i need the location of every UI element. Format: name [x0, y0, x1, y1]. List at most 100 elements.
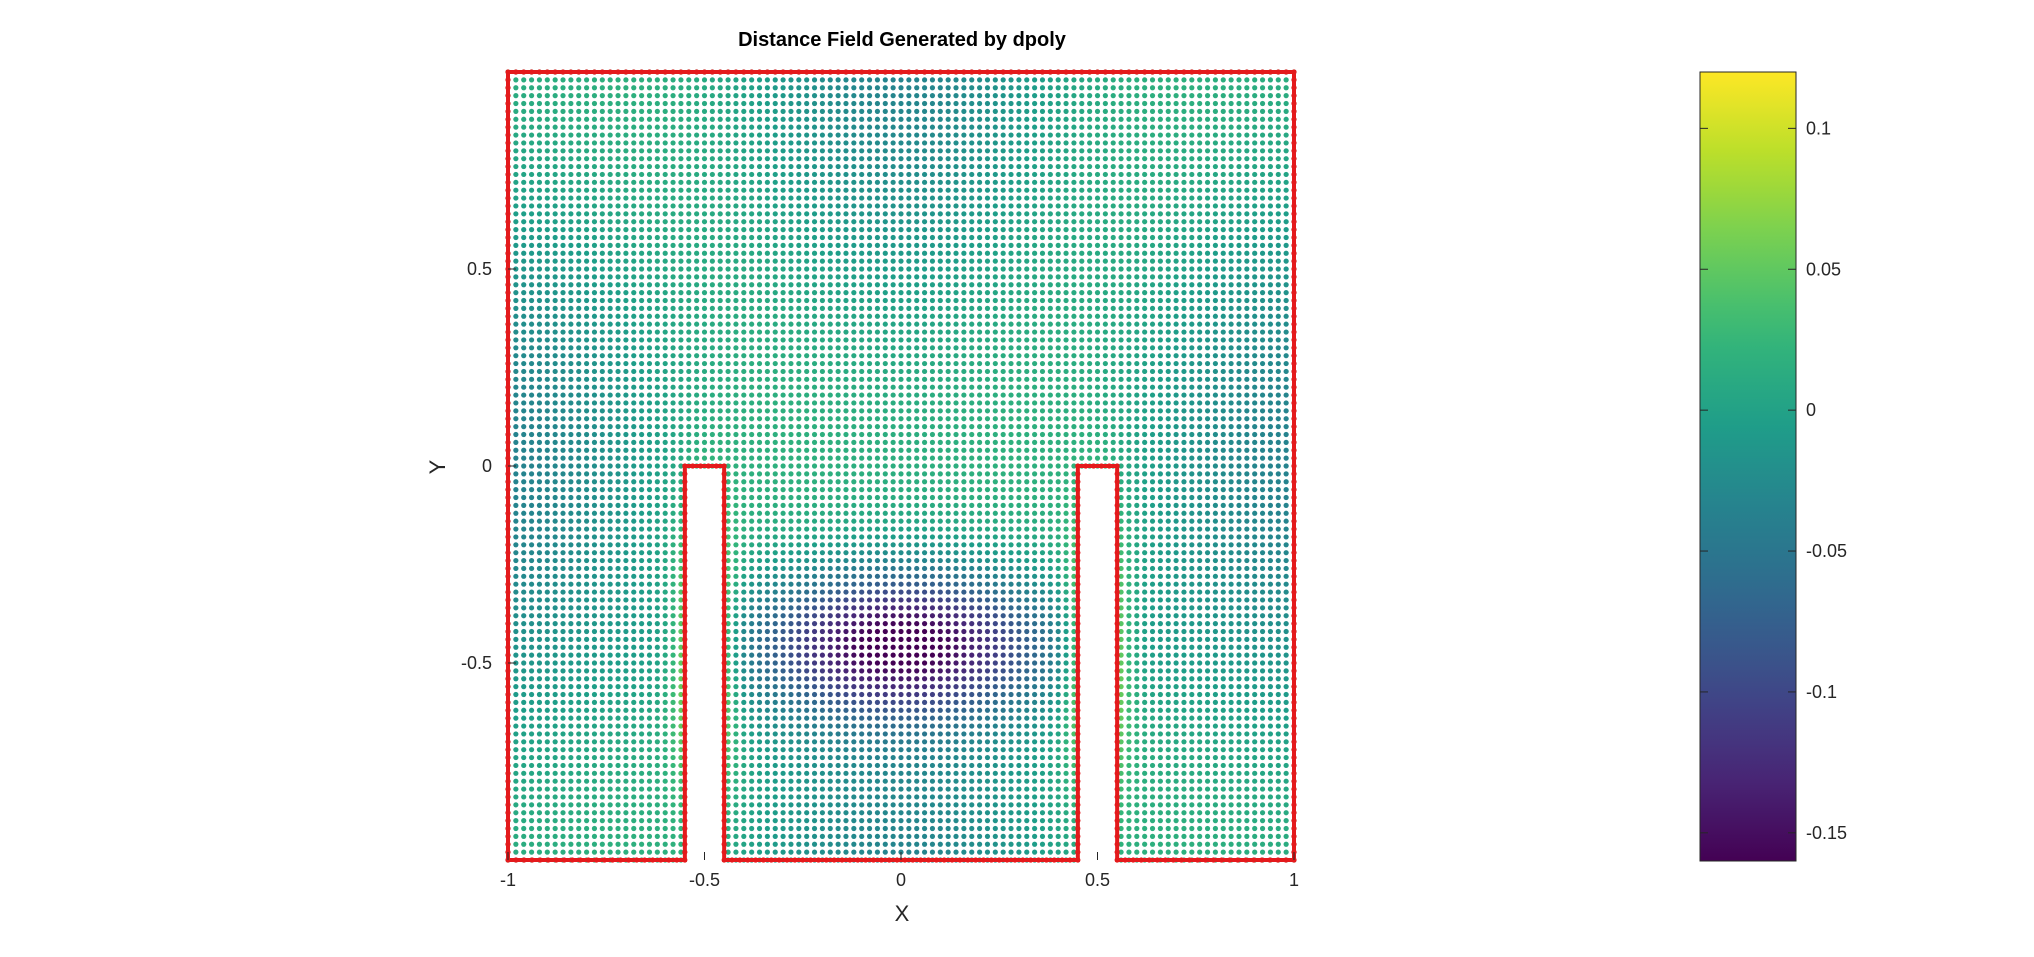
scatter-point: [804, 471, 810, 477]
scatter-point: [584, 439, 590, 445]
scatter-point: [678, 502, 684, 508]
scatter-point: [827, 439, 833, 445]
scatter-point: [678, 124, 684, 130]
scatter-point: [599, 360, 605, 367]
scatter-point: [560, 400, 566, 406]
scatter-point: [819, 644, 826, 650]
scatter-point: [906, 542, 912, 548]
scatter-point: [662, 132, 668, 138]
scatter-point: [804, 479, 810, 485]
scatter-point: [521, 636, 527, 642]
scatter-point: [843, 282, 849, 288]
scatter-point: [851, 668, 857, 674]
scatter-point: [796, 85, 802, 91]
scatter-point: [796, 234, 802, 241]
scatter-point: [584, 841, 590, 847]
scatter-point: [607, 794, 613, 800]
scatter-point: [819, 621, 826, 627]
scatter-point: [536, 613, 543, 619]
scatter-point: [741, 573, 747, 579]
scatter-point: [835, 573, 841, 579]
scatter-point: [623, 384, 629, 390]
scatter-point: [560, 163, 566, 170]
scatter-point: [639, 447, 645, 453]
scatter-point: [882, 684, 888, 690]
scatter-point: [536, 431, 543, 438]
scatter-point: [528, 305, 535, 311]
scatter-point: [819, 652, 826, 658]
scatter-point: [733, 234, 739, 241]
scatter-point: [694, 124, 700, 130]
scatter-point: [851, 290, 857, 296]
scatter-point: [670, 565, 676, 572]
scatter-point: [874, 424, 881, 430]
scatter-point: [851, 455, 857, 461]
scatter-point: [859, 329, 865, 335]
scatter-point: [544, 849, 550, 855]
scatter-point: [639, 494, 645, 501]
scatter-point: [639, 810, 645, 816]
scatter-point: [733, 227, 739, 233]
scatter-point: [631, 400, 637, 406]
scatter-point: [560, 463, 566, 469]
scatter-point: [599, 163, 605, 170]
scatter-point: [599, 557, 605, 564]
scatter-point: [749, 85, 755, 91]
scatter-point: [631, 723, 637, 729]
scatter-point: [607, 542, 613, 548]
scatter-point: [584, 416, 590, 422]
scatter-point: [662, 266, 668, 272]
scatter-point: [646, 644, 653, 650]
scatter-point: [560, 589, 566, 595]
scatter-point: [568, 494, 574, 501]
scatter-point: [544, 581, 550, 587]
scatter-point: [607, 518, 613, 524]
scatter-point: [780, 534, 786, 540]
scatter-point: [678, 297, 684, 304]
scatter-point: [804, 494, 810, 501]
scatter-point: [701, 156, 708, 162]
scatter-point: [521, 841, 527, 847]
scatter-point: [576, 778, 582, 784]
scatter-point: [851, 770, 857, 776]
scatter-point: [756, 479, 763, 485]
scatter-point: [733, 258, 739, 264]
scatter-point: [804, 77, 810, 83]
scatter-point: [804, 195, 810, 201]
scatter-point: [568, 542, 574, 548]
scatter-point: [772, 329, 778, 335]
scatter-point: [670, 148, 676, 154]
scatter-point: [686, 297, 692, 304]
scatter-point: [866, 463, 873, 469]
scatter-point: [513, 550, 519, 556]
scatter-point: [686, 219, 692, 225]
scatter-point: [874, 668, 881, 674]
scatter-point: [866, 825, 873, 832]
scatter-point: [804, 463, 810, 469]
scatter-point: [788, 384, 794, 390]
scatter-point: [568, 762, 574, 769]
scatter-point: [670, 203, 676, 209]
scatter-point: [741, 471, 747, 477]
scatter-point: [811, 179, 818, 185]
scatter-point: [694, 439, 700, 445]
scatter-point: [811, 400, 818, 406]
scatter-point: [835, 282, 841, 288]
scatter-point: [898, 502, 904, 508]
scatter-point: [584, 242, 590, 248]
scatter-point: [654, 479, 660, 485]
scatter-point: [678, 140, 684, 146]
scatter-point: [560, 234, 566, 241]
scatter-point: [788, 778, 794, 784]
scatter-point: [882, 605, 888, 611]
scatter-point: [670, 810, 676, 816]
scatter-point: [811, 77, 818, 83]
scatter-point: [678, 376, 684, 382]
scatter-point: [717, 132, 723, 138]
scatter-point: [764, 337, 770, 343]
scatter-point: [662, 754, 668, 761]
scatter-point: [780, 400, 786, 406]
scatter-point: [591, 684, 598, 690]
scatter-point: [576, 282, 582, 288]
scatter-point: [717, 431, 723, 438]
